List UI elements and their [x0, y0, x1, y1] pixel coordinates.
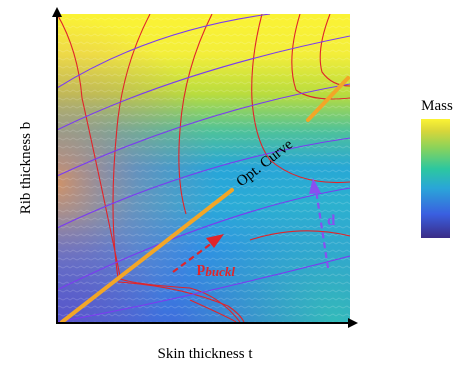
red-contour-line [112, 14, 241, 322]
purple-contour-line [57, 35, 350, 131]
mass-field-background [57, 14, 350, 322]
axes [52, 7, 358, 328]
purple-contour-line [57, 255, 350, 322]
red-contour-line [178, 14, 213, 215]
red-contour-line [189, 299, 237, 322]
y-axis-label: Rib thickness b [18, 122, 34, 215]
red-contour-line [57, 14, 121, 277]
optimal-curve-upper [306, 76, 350, 122]
red-contour-line [249, 230, 350, 241]
optimal-curve-lower [60, 188, 234, 322]
colorbar: Mass [421, 98, 453, 238]
buckling-vector-label: pbuckl [197, 260, 235, 279]
purple-contour-line [57, 137, 350, 229]
d-vector [309, 178, 330, 269]
colorbar-scale [421, 119, 450, 238]
colorbar-title: Mass [421, 98, 453, 114]
d-vector-label: d [327, 213, 336, 229]
optimal-curve [60, 76, 350, 322]
buckling-arrowhead [206, 234, 224, 248]
purple-contour-line [57, 14, 271, 89]
red-contours [57, 14, 350, 322]
vector-p-symbol: p [197, 260, 205, 276]
buckling-vector [172, 234, 224, 273]
vector-p-subscript: buckl [205, 264, 235, 279]
red-contour-line [117, 281, 245, 322]
red-contour-line [251, 14, 350, 184]
d-arrowhead [309, 178, 321, 194]
purple-contour-line [57, 83, 350, 177]
x-axis-label: Skin thickness t [157, 346, 253, 362]
